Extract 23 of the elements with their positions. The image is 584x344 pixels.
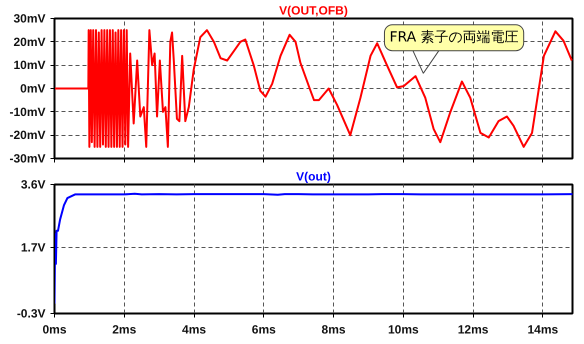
x-tick-label: 14ms <box>528 322 559 336</box>
y-tick-label: 0mV <box>20 82 46 96</box>
y-tick-label: -20mV <box>9 128 46 142</box>
line-series <box>54 192 572 305</box>
y-tick-label: 10mV <box>13 58 46 72</box>
x-tick-label: 6ms <box>252 322 276 336</box>
y-tick-label: 1.7V <box>20 240 46 254</box>
y-tick-label: 30mV <box>13 12 46 26</box>
x-tick-label: 2ms <box>112 322 137 336</box>
series-label: V(out) <box>296 170 331 184</box>
x-tick-label: 12ms <box>458 322 489 336</box>
x-tick-label: 0ms <box>42 322 67 336</box>
y-tick-label: 3.6V <box>20 178 46 192</box>
y-tick-label: -30mV <box>9 152 46 166</box>
y-tick-label: -0.3V <box>16 306 46 320</box>
line-series <box>54 29 572 148</box>
y-tick-label: -10mV <box>9 104 46 119</box>
x-tick-label: 4ms <box>182 322 206 336</box>
series-label: V(OUT,OFB) <box>279 4 348 18</box>
x-tick-label: 8ms <box>322 322 346 336</box>
annotation: FRA 素子の両端電圧 <box>389 30 519 46</box>
x-tick-label: 10ms <box>388 322 419 336</box>
y-tick-label: 20mV <box>13 34 46 49</box>
